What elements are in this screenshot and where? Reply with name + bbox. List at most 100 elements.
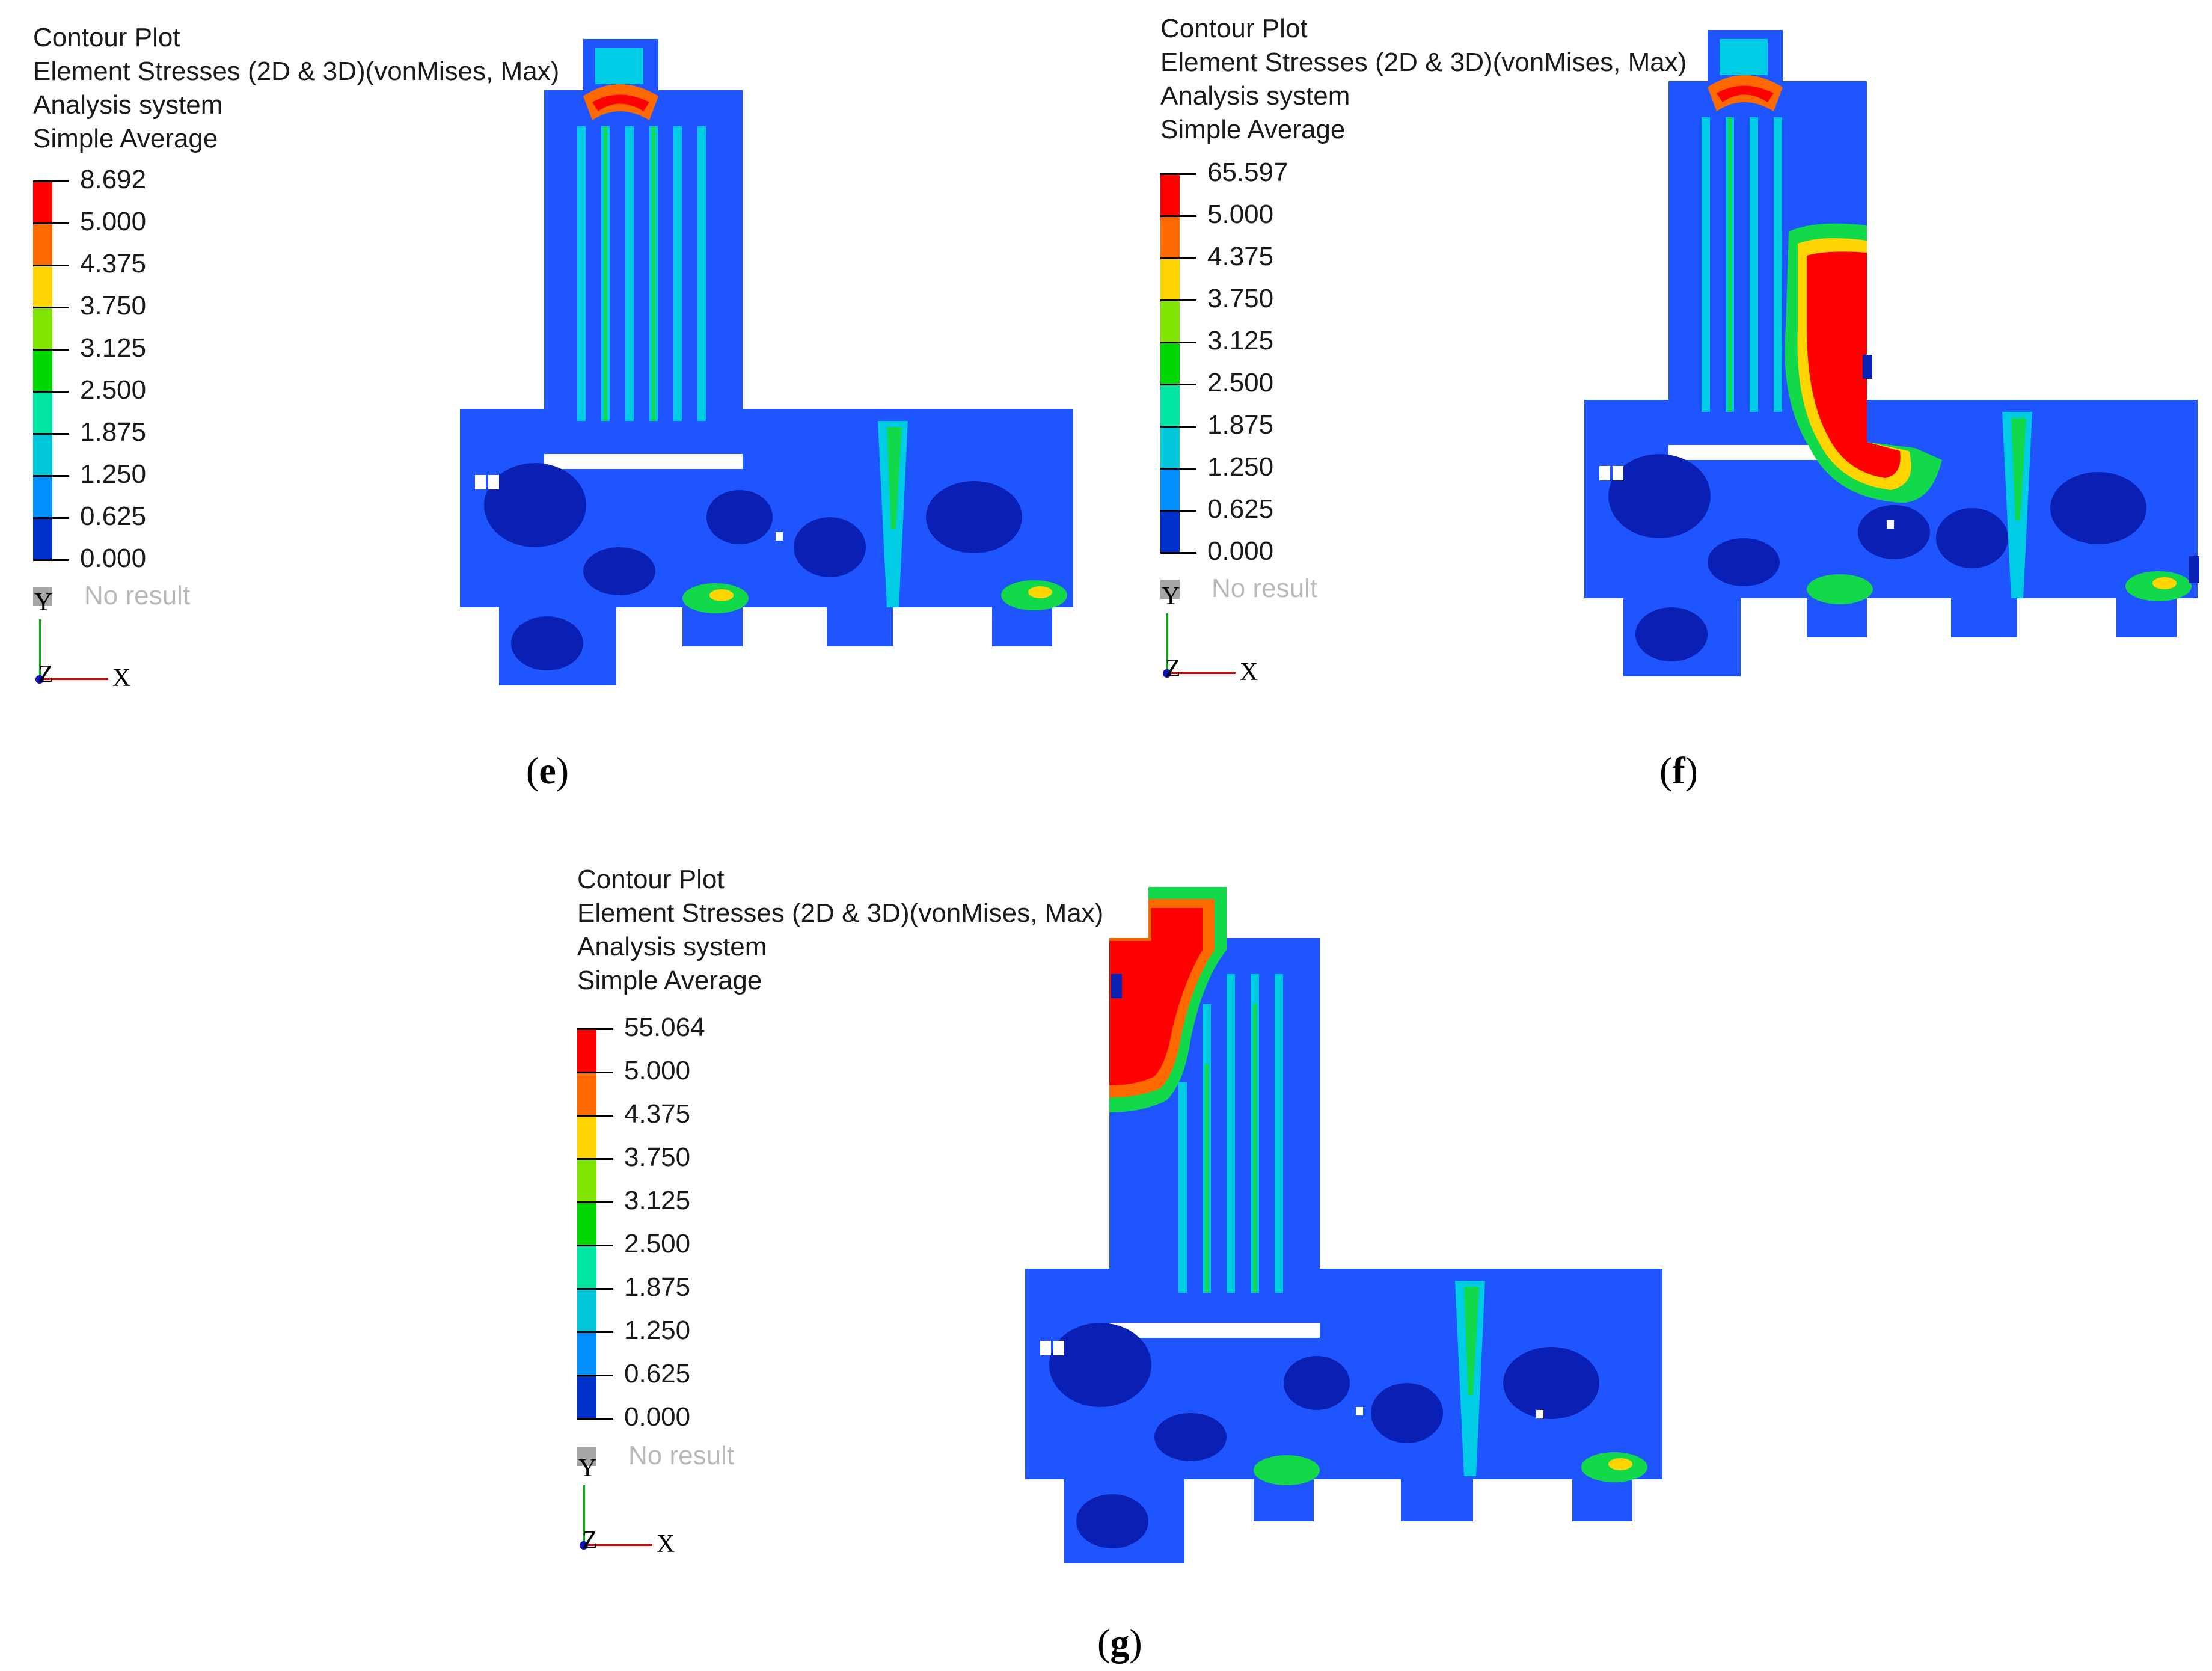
scale-label-min: 0.000 — [1207, 536, 1274, 566]
scale-label: 3.750 — [624, 1142, 691, 1172]
scale-label: 0.625 — [624, 1359, 691, 1388]
scale-swatch — [1160, 384, 1180, 426]
scale-swatch — [1160, 426, 1180, 468]
scale-swatch — [1160, 215, 1180, 257]
scale-label: 1.250 — [624, 1316, 691, 1345]
scale-swatch — [1160, 299, 1180, 342]
scale-tick — [1160, 510, 1196, 512]
scale-label-min: 0.000 — [624, 1402, 691, 1432]
scale-tick — [1160, 173, 1196, 175]
scale-swatch — [577, 1331, 596, 1375]
legend-system: Analysis system — [1160, 81, 1350, 111]
legend-averaging: Simple Average — [33, 124, 218, 153]
no-result-label: No result — [1212, 574, 1318, 603]
scale-tick — [577, 1158, 613, 1160]
scale-swatch — [577, 1115, 596, 1158]
scale-tick — [577, 1288, 613, 1290]
no-result-swatch — [1160, 580, 1180, 599]
no-result-label: No result — [628, 1441, 735, 1470]
scale-tick — [33, 307, 69, 308]
scale-swatch — [577, 1201, 596, 1245]
scale-tick — [1160, 342, 1196, 343]
axis-z-label: Z — [38, 661, 54, 688]
scale-swatch — [577, 1288, 596, 1331]
scale-swatch — [33, 475, 52, 517]
scale-label: 0.625 — [80, 501, 147, 531]
scale-label: 3.750 — [1207, 284, 1274, 313]
scale-swatch — [33, 265, 52, 307]
axis-x-label: X — [112, 664, 131, 692]
stress-contour-model — [460, 39, 1073, 685]
model-mesh — [1584, 30, 2199, 676]
no-result-swatch — [33, 587, 52, 606]
stress-contour-model — [1584, 30, 2199, 676]
scale-swatch — [33, 517, 52, 559]
panel-caption: (e) — [526, 749, 569, 792]
scale-swatch — [1160, 510, 1180, 552]
scale-label: 4.375 — [80, 249, 147, 278]
scale-tick — [577, 1072, 613, 1073]
panel-f: Contour Plot Element Stresses (2D & 3D)(… — [1106, 0, 2212, 792]
scale-label: 3.125 — [624, 1186, 691, 1215]
scale-tick — [1160, 552, 1196, 554]
axis-y-label: Y — [34, 589, 53, 616]
scale-swatch — [1160, 468, 1180, 510]
scale-tick — [577, 1375, 613, 1376]
scale-tick — [33, 349, 69, 351]
scale-swatch — [33, 222, 52, 265]
scale-swatch — [33, 433, 52, 475]
scale-tick — [577, 1201, 613, 1203]
panel-e: Contour Plot Element Stresses (2D & 3D)(… — [0, 0, 1106, 792]
scale-label: 4.375 — [1207, 242, 1274, 271]
scale-tick — [577, 1418, 613, 1420]
legend-header: Contour Plot Element Stresses (2D & 3D)(… — [33, 21, 559, 156]
scale-swatch — [33, 180, 52, 222]
scale-label: 3.125 — [80, 333, 147, 363]
scale-swatch — [577, 1028, 596, 1072]
legend-averaging: Simple Average — [577, 966, 762, 995]
scale-label: 0.625 — [1207, 494, 1274, 524]
scale-label: 1.250 — [1207, 452, 1274, 482]
scale-swatch — [33, 391, 52, 433]
scale-swatch — [577, 1375, 596, 1418]
axis-x-label: X — [1240, 658, 1258, 686]
legend-header: Contour Plot Element Stresses (2D & 3D)(… — [577, 863, 1103, 998]
scale-tick — [577, 1115, 613, 1117]
axis-y-label: Y — [578, 1455, 597, 1482]
scale-tick — [33, 222, 69, 224]
scale-tick — [577, 1331, 613, 1333]
legend-system: Analysis system — [33, 90, 223, 120]
scale-label: 5.000 — [80, 207, 147, 236]
scale-tick — [33, 265, 69, 266]
scale-label: 1.875 — [624, 1272, 691, 1302]
legend-header: Contour Plot Element Stresses (2D & 3D)(… — [1160, 12, 1687, 147]
scale-tick — [33, 475, 69, 477]
scale-label: 4.375 — [624, 1099, 691, 1129]
scale-tick — [1160, 468, 1196, 470]
scale-tick — [1160, 299, 1196, 301]
scale-label: 2.500 — [624, 1229, 691, 1259]
panel-caption: (f) — [1659, 749, 1698, 792]
scale-swatch — [33, 307, 52, 349]
scale-swatch — [1160, 342, 1180, 384]
scale-tick — [1160, 215, 1196, 217]
scale-swatch — [577, 1072, 596, 1115]
scale-label: 2.500 — [1207, 368, 1274, 397]
scale-label: 1.875 — [1207, 410, 1274, 440]
panel-g: Contour Plot Element Stresses (2D & 3D)(… — [553, 854, 1662, 1664]
scale-label: 5.000 — [624, 1056, 691, 1085]
scale-tick — [577, 1245, 613, 1246]
scale-swatch — [577, 1158, 596, 1201]
legend-system: Analysis system — [577, 932, 767, 961]
scale-tick — [33, 391, 69, 393]
axis-y-label: Y — [1162, 583, 1180, 610]
scale-tick — [1160, 384, 1196, 385]
scale-label: 3.125 — [1207, 326, 1274, 355]
scale-tick — [577, 1028, 613, 1030]
no-result-swatch — [577, 1447, 596, 1466]
scale-tick — [33, 559, 69, 561]
axis-triad: Y Z X — [1160, 583, 1258, 686]
scale-label-max: 8.692 — [80, 165, 147, 194]
model-mesh — [460, 39, 1073, 685]
scale-tick — [33, 433, 69, 435]
